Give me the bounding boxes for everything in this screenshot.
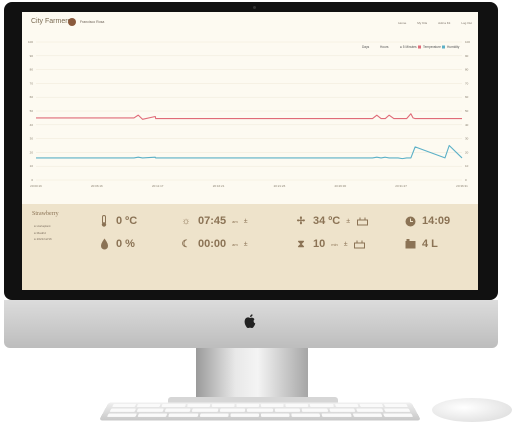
y-tick-label-left: 100	[28, 40, 33, 44]
fan-value: 34 ºC	[313, 215, 341, 227]
range-option-0[interactable]: Days	[362, 45, 370, 49]
x-tick-label: 20:36:31	[456, 184, 468, 188]
x-tick-label: 20:26:30	[334, 184, 346, 188]
light-off-metric: ☾ 00:00 am ±	[180, 238, 248, 250]
apple-logo-icon	[244, 314, 256, 329]
y-tick-label-left: 30	[30, 137, 34, 141]
nav-home[interactable]: Home	[398, 21, 407, 25]
fan-adjust-button[interactable]: ±	[346, 217, 351, 225]
app-title[interactable]: City Farmers	[31, 18, 72, 25]
sensor-chart: 100 100 90 90 80 80 70 70 60 60 50 50 40 40 30 30 20 20 10…	[22, 34, 478, 192]
plant-meta: ● Hortaplant ● Madrid ● 2021/12/16	[34, 223, 52, 243]
range-option-2[interactable]: ● 5 Minutes	[400, 45, 417, 49]
timer-metric: ⧗ 10 min ±	[295, 238, 366, 250]
timer-suffix: min	[331, 241, 338, 247]
thermometer-icon	[98, 215, 110, 227]
y-tick-label-right: 60	[465, 95, 469, 99]
y-tick-label-left: 90	[30, 54, 34, 58]
user-name[interactable]: Francisco Rosa	[80, 20, 105, 24]
plant-meta-line: ● Hortaplant	[34, 224, 51, 228]
humidity-value: 0 %	[116, 238, 135, 250]
series-line-temperature	[36, 113, 462, 120]
water-tank-icon	[404, 238, 416, 250]
timer-value: 10	[313, 238, 326, 250]
y-tick-label-left: 70	[30, 81, 34, 85]
y-tick-label-right: 90	[465, 54, 469, 58]
y-tick-label-right: 0	[465, 178, 467, 182]
sun-icon: ☼	[181, 215, 191, 227]
kit-panel: Strawberry ● Hortaplant ● Madrid ● 2021/…	[22, 204, 478, 290]
legend-swatch-humidity	[442, 45, 445, 49]
avatar[interactable]	[68, 18, 76, 26]
main-nav: Home My Kits Add a Kit Log Out	[398, 21, 472, 25]
series-line-humidity	[36, 144, 463, 160]
hourglass-icon: ⧗	[297, 238, 305, 250]
pump-icon[interactable]	[354, 238, 366, 250]
light-off-value: 00:00	[198, 238, 227, 250]
magic-mouse	[432, 398, 512, 422]
heater-icon[interactable]	[356, 215, 368, 227]
light-off-suffix: am	[232, 241, 238, 247]
clock-icon	[404, 215, 416, 227]
fan-icon: ✢	[296, 215, 306, 227]
y-tick-label-right: 30	[465, 137, 469, 141]
light-on-adjust-button[interactable]: ±	[243, 217, 248, 225]
top-bar: City Farmers Francisco Rosa Home My Kits…	[22, 12, 478, 34]
y-tick-label-left: 80	[30, 68, 34, 72]
legend-temperature[interactable]: Temperature	[423, 45, 441, 49]
legend-humidity[interactable]: Humidity	[447, 45, 460, 49]
nav-add-kit[interactable]: Add a Kit	[438, 21, 451, 25]
y-tick-label-left: 40	[30, 123, 34, 127]
y-tick-label-left: 10	[30, 164, 34, 168]
plant-meta-line: ● Madrid	[34, 230, 46, 235]
x-tick-label: 20:00:16	[30, 184, 42, 188]
water-metric: 4 L	[404, 238, 438, 250]
temperature-value: 0 ºC	[116, 215, 138, 227]
light-off-adjust-button[interactable]: ±	[243, 240, 248, 248]
fan-metric: ✢ 34 ºC ±	[295, 215, 368, 227]
y-tick-label-left: 0	[31, 178, 33, 182]
camera-icon	[253, 6, 256, 9]
clock-value: 14:09	[422, 215, 451, 227]
light-on-metric: ☼ 07:45 am ±	[180, 215, 248, 227]
timer-adjust-button[interactable]: ±	[343, 240, 348, 248]
monitor-stand	[196, 348, 308, 400]
x-tick-label: 20:16:21	[213, 184, 225, 188]
y-tick-label-right: 10	[465, 164, 469, 168]
light-on-value: 07:45	[198, 215, 227, 227]
legend-swatch-temperature	[418, 45, 421, 49]
temperature-metric: 0 ºC	[98, 215, 137, 227]
plant-name: Strawberry	[32, 211, 59, 217]
y-tick-label-left: 20	[30, 150, 34, 154]
y-tick-label-left: 60	[30, 95, 34, 99]
x-tick-label: 20:06:16	[91, 184, 103, 188]
water-value: 4 L	[422, 238, 438, 250]
water-drop-icon	[98, 238, 110, 250]
x-tick-label: 20:31:27	[395, 184, 407, 188]
nav-log-out[interactable]: Log Out	[461, 21, 472, 25]
plant-meta-line: ● 2021/12/16	[34, 237, 52, 241]
keyboard	[98, 402, 422, 421]
stand-foot	[168, 397, 338, 405]
humidity-metric: 0 %	[98, 238, 135, 250]
x-tick-label: 20:11:17	[152, 184, 164, 188]
y-tick-label-left: 50	[30, 109, 34, 113]
y-tick-label-right: 80	[465, 68, 469, 72]
y-tick-label-right: 70	[465, 81, 469, 85]
y-tick-label-right: 100	[465, 40, 470, 44]
clock-metric: 14:09	[404, 215, 450, 227]
y-tick-label-right: 50	[465, 109, 469, 113]
x-tick-label: 20:21:26	[274, 184, 286, 188]
app-screen: City Farmers Francisco Rosa Home My Kits…	[22, 12, 478, 290]
y-tick-label-right: 20	[465, 150, 469, 154]
light-on-suffix: am	[232, 218, 238, 224]
moon-icon: ☾	[181, 238, 191, 250]
nav-my-kits[interactable]: My Kits	[417, 21, 428, 25]
range-option-1[interactable]: Hours	[380, 45, 389, 49]
y-tick-label-right: 40	[465, 123, 469, 127]
